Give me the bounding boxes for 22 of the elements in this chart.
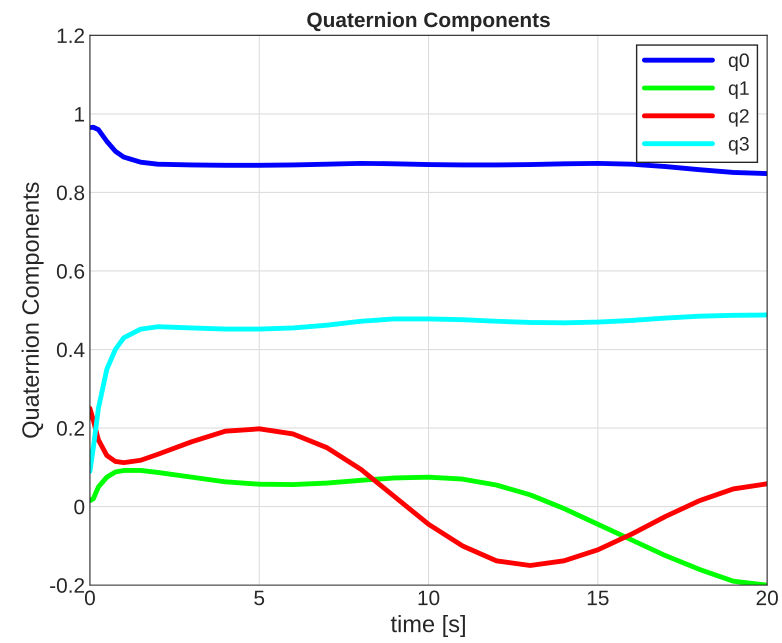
y-tick-label: 0.8 xyxy=(56,185,84,200)
x-tick-label: 15 xyxy=(588,590,609,606)
legend-label: q3 xyxy=(728,136,749,155)
line-series xyxy=(90,312,768,474)
legend-label: q2 xyxy=(728,109,749,127)
x-axis-title: time [s] xyxy=(390,614,465,637)
chart-title: Quaternion Components xyxy=(307,12,550,32)
y-tick-label: 1.2 xyxy=(58,28,84,43)
x-tick-label: 10 xyxy=(418,590,440,606)
y-tick-label: 1 xyxy=(75,107,84,122)
legend-label: q0 xyxy=(728,53,749,71)
y-axis-title: Quaternion Components xyxy=(22,182,44,438)
legend-label: q1 xyxy=(728,81,749,99)
x-tick-label: 0 xyxy=(84,590,95,606)
line-series xyxy=(90,406,768,568)
x-tick-label: 5 xyxy=(254,590,264,606)
y-tick-label: 0.2 xyxy=(56,421,84,436)
y-tick-label: 0 xyxy=(74,500,84,514)
x-tick-label: 20 xyxy=(756,590,778,606)
y-tick-label: -0.2 xyxy=(50,578,84,593)
y-tick-label: 0.6 xyxy=(56,264,84,279)
y-tick-label: 0.4 xyxy=(56,342,84,358)
